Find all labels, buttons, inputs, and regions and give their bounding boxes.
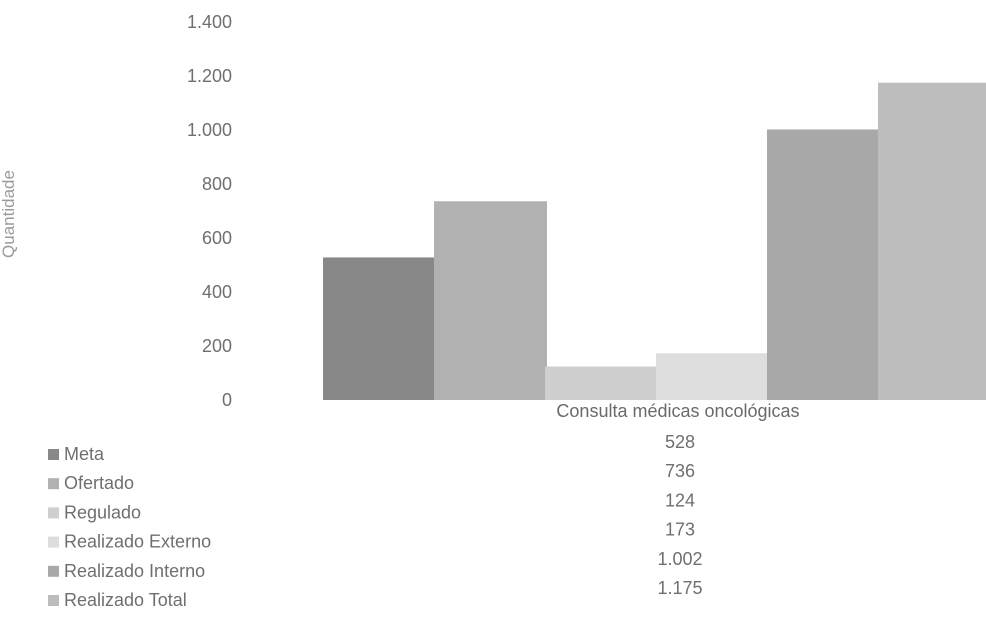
data-value-label: 1.175	[657, 578, 702, 598]
data-value-label: 124	[665, 490, 695, 510]
y-axis-label: Quantidade	[0, 170, 18, 258]
legend-series-name: Realizado Interno	[64, 561, 205, 581]
legend-table: Meta 528 Ofertado 736 Regulado 124 Realizado E…	[48, 432, 703, 610]
y-tick-label: 1.400	[187, 12, 232, 32]
legend-swatch	[48, 565, 59, 577]
legend-series-name: Meta	[64, 444, 105, 464]
y-axis-label-group: Quantidade	[0, 170, 18, 258]
y-tick-label: 600	[202, 228, 232, 248]
data-value-label: 173	[665, 520, 695, 540]
y-tick-label: 200	[202, 336, 232, 356]
legend-series-name: Realizado Total	[64, 590, 187, 610]
bar-meta	[323, 257, 436, 400]
legend-swatch	[48, 449, 59, 460]
legend-series-name: Realizado Externo	[64, 532, 211, 552]
y-tick-label: 800	[202, 174, 232, 194]
bar-realizado-interno	[767, 129, 880, 400]
bar-realizado-externo	[656, 353, 769, 400]
y-tick-label: 1.000	[187, 120, 232, 140]
bars	[323, 82, 986, 400]
legend-swatch	[48, 507, 59, 519]
data-value-label: 528	[665, 432, 695, 452]
legend-swatch	[48, 536, 59, 548]
data-value-label: 736	[665, 461, 695, 481]
data-value-label: 1.002	[657, 549, 702, 569]
y-tick-label: 1.200	[187, 66, 232, 86]
bar-regulado	[545, 366, 658, 400]
x-category-label: Consulta médicas oncológicas	[556, 401, 799, 421]
y-tick-label: 0	[222, 390, 232, 410]
bar-realizado-total	[878, 82, 986, 400]
bar-ofertado	[434, 201, 547, 400]
legend-series-name: Ofertado	[64, 473, 134, 493]
y-tick-label: 400	[202, 282, 232, 302]
legend-series-name: Regulado	[64, 502, 141, 522]
legend-swatch	[48, 478, 59, 490]
legend-swatch	[48, 595, 59, 606]
y-axis-ticks: 0 200 400 600 800 1.000 1.200 1.400	[187, 12, 232, 410]
